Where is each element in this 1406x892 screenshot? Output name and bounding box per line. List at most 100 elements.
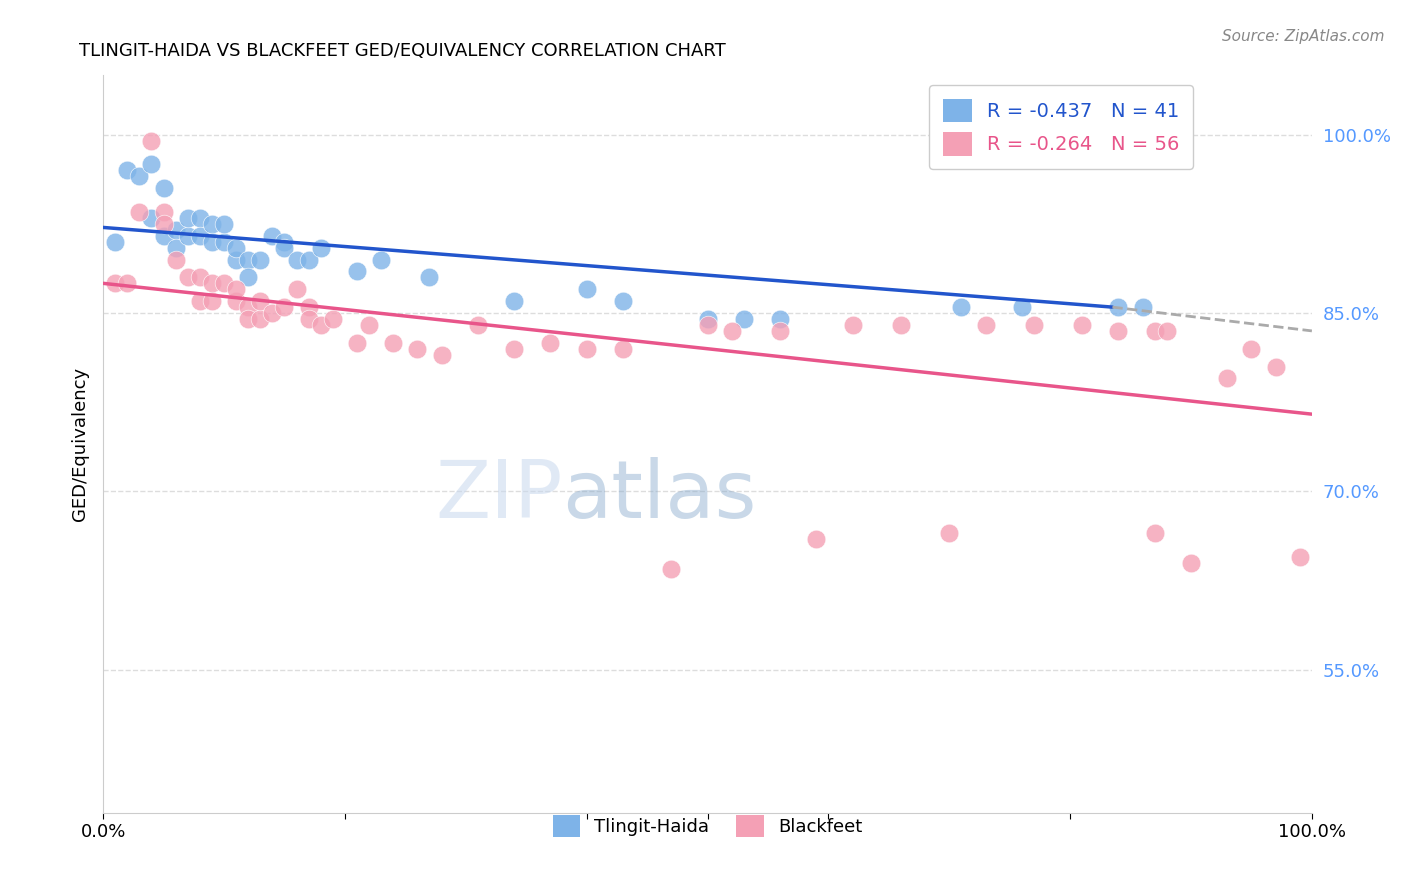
Point xyxy=(370,252,392,267)
Point xyxy=(806,532,828,546)
Point xyxy=(322,312,344,326)
Point xyxy=(152,181,174,195)
Point xyxy=(346,335,368,350)
Point xyxy=(177,211,200,225)
Point xyxy=(1240,342,1263,356)
Point xyxy=(1022,318,1045,332)
Point xyxy=(309,318,332,332)
Point xyxy=(612,342,634,356)
Point xyxy=(1143,324,1166,338)
Point xyxy=(238,252,260,267)
Point xyxy=(612,294,634,309)
Point xyxy=(152,205,174,219)
Point xyxy=(212,217,235,231)
Point xyxy=(346,264,368,278)
Point xyxy=(104,277,127,291)
Point xyxy=(128,169,150,184)
Point xyxy=(841,318,863,332)
Point xyxy=(382,335,405,350)
Point xyxy=(188,294,211,309)
Point xyxy=(273,235,295,249)
Point xyxy=(309,241,332,255)
Point xyxy=(273,241,295,255)
Point xyxy=(238,300,260,314)
Point xyxy=(950,300,973,314)
Point xyxy=(1288,549,1310,564)
Point xyxy=(201,235,224,249)
Text: ZIP: ZIP xyxy=(434,457,562,534)
Point xyxy=(406,342,429,356)
Point xyxy=(117,277,139,291)
Point xyxy=(212,235,235,249)
Point xyxy=(285,252,308,267)
Text: TLINGIT-HAIDA VS BLACKFEET GED/EQUIVALENCY CORRELATION CHART: TLINGIT-HAIDA VS BLACKFEET GED/EQUIVALEN… xyxy=(79,42,725,60)
Point xyxy=(1132,300,1154,314)
Point xyxy=(696,318,718,332)
Point xyxy=(1108,324,1130,338)
Point xyxy=(177,228,200,243)
Point xyxy=(141,134,163,148)
Point xyxy=(1108,300,1130,314)
Point xyxy=(1071,318,1094,332)
Point xyxy=(225,294,247,309)
Point xyxy=(418,270,440,285)
Point xyxy=(357,318,380,332)
Point xyxy=(238,312,260,326)
Point xyxy=(249,252,271,267)
Text: atlas: atlas xyxy=(562,457,756,534)
Point xyxy=(1180,556,1202,570)
Y-axis label: GED/Equivalency: GED/Equivalency xyxy=(72,367,89,521)
Point xyxy=(201,294,224,309)
Point xyxy=(141,211,163,225)
Point xyxy=(298,300,321,314)
Point xyxy=(769,312,792,326)
Text: Source: ZipAtlas.com: Source: ZipAtlas.com xyxy=(1222,29,1385,44)
Point xyxy=(165,241,187,255)
Point xyxy=(1143,526,1166,541)
Point xyxy=(249,312,271,326)
Point xyxy=(201,277,224,291)
Point xyxy=(152,228,174,243)
Point xyxy=(201,217,224,231)
Point xyxy=(262,228,284,243)
Point xyxy=(262,306,284,320)
Point xyxy=(141,157,163,171)
Point xyxy=(1216,371,1239,385)
Point xyxy=(212,277,235,291)
Point xyxy=(188,270,211,285)
Point xyxy=(769,324,792,338)
Point xyxy=(298,312,321,326)
Point xyxy=(720,324,742,338)
Point xyxy=(165,223,187,237)
Point xyxy=(938,526,960,541)
Point xyxy=(188,228,211,243)
Point xyxy=(575,282,598,296)
Point xyxy=(503,342,526,356)
Point xyxy=(575,342,598,356)
Point xyxy=(1156,324,1178,338)
Point xyxy=(1011,300,1033,314)
Point xyxy=(177,270,200,285)
Point xyxy=(225,282,247,296)
Point xyxy=(128,205,150,219)
Point xyxy=(273,300,295,314)
Point xyxy=(298,252,321,267)
Point xyxy=(696,312,718,326)
Point xyxy=(467,318,489,332)
Point xyxy=(165,252,187,267)
Point xyxy=(890,318,912,332)
Point xyxy=(659,562,682,576)
Point xyxy=(733,312,755,326)
Point xyxy=(152,217,174,231)
Point xyxy=(104,235,127,249)
Point xyxy=(249,294,271,309)
Legend: Tlingit-Haida, Blackfeet: Tlingit-Haida, Blackfeet xyxy=(546,807,869,844)
Point xyxy=(188,211,211,225)
Point xyxy=(285,282,308,296)
Point xyxy=(974,318,997,332)
Point xyxy=(225,241,247,255)
Point xyxy=(225,252,247,267)
Point xyxy=(117,163,139,178)
Point xyxy=(503,294,526,309)
Point xyxy=(238,270,260,285)
